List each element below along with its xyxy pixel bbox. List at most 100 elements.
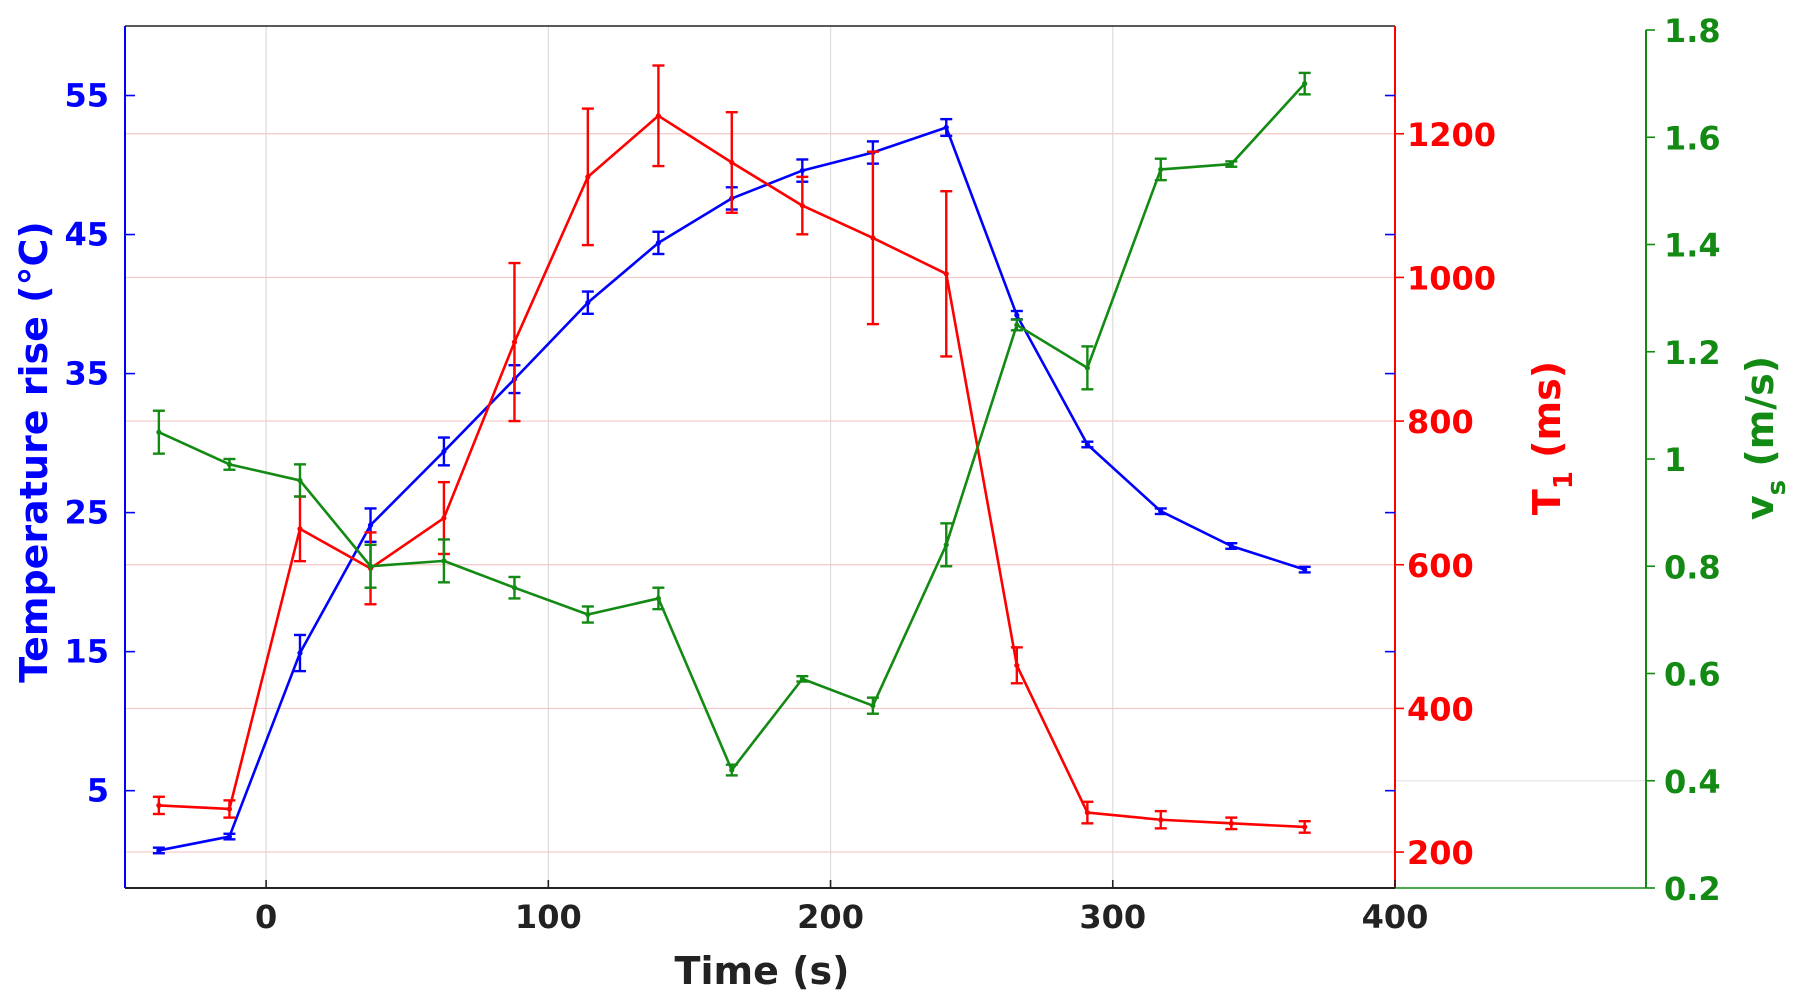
- y-left-tick-label: 55: [64, 77, 109, 115]
- marker: [1228, 161, 1234, 167]
- marker: [1228, 820, 1234, 826]
- data-point: [1298, 819, 1311, 834]
- y-left-tick-label: 45: [64, 216, 109, 254]
- marker: [156, 802, 162, 808]
- data-point: [1081, 440, 1094, 449]
- tick-labels: 0 100 200 300 400 5 15 25 35 45 55 200 400 600 800 1000…: [64, 12, 1720, 936]
- y-axis-right1-label-sub: 1: [1549, 471, 1579, 489]
- y-left-tick-label: 15: [64, 633, 109, 671]
- y-axis-right1-label-main: T: [1525, 489, 1569, 515]
- data-point: [1010, 318, 1023, 332]
- y-right1-tick-label: 600: [1407, 547, 1474, 585]
- y-right2-tick-label: 1: [1664, 441, 1686, 479]
- x-tick-label: 300: [1079, 898, 1146, 936]
- marker: [1014, 322, 1020, 328]
- y-right1-tick-label: 400: [1407, 690, 1474, 728]
- y-axis-right1-label-rest: (ms): [1525, 361, 1569, 471]
- marker: [226, 806, 233, 812]
- marker: [585, 611, 591, 618]
- marker: [297, 477, 303, 484]
- data-point: [940, 522, 953, 568]
- y-right2-tick-label: 0.6: [1664, 656, 1721, 694]
- marker: [297, 650, 303, 656]
- series-layer: [152, 64, 1311, 855]
- grid: [125, 26, 1646, 888]
- x-tick-label: 200: [797, 898, 864, 936]
- y-right1-tick-label: 1200: [1407, 116, 1496, 154]
- marker: [655, 595, 662, 602]
- marker: [1158, 817, 1164, 823]
- data-point: [796, 674, 809, 683]
- y-right2-tick-label: 1.4: [1664, 227, 1721, 265]
- axes-frame: [124, 25, 1655, 889]
- data-point: [152, 846, 165, 855]
- data-point: [940, 190, 953, 358]
- x-tick-label: 100: [515, 898, 582, 936]
- y-right2-tick-label: 1.8: [1664, 12, 1721, 50]
- data-point: [866, 696, 879, 715]
- data-point: [1010, 646, 1023, 685]
- y-right2-tick-label: 0.4: [1664, 763, 1721, 801]
- y-axis-right2-label-sub: s: [1762, 480, 1792, 495]
- y-right2-tick-label: 1.6: [1664, 119, 1721, 157]
- marker: [367, 522, 374, 528]
- marker: [1158, 166, 1164, 173]
- data-point: [1081, 800, 1094, 825]
- data-point: [581, 107, 594, 247]
- data-point: [293, 633, 306, 673]
- data-point: [1298, 565, 1311, 574]
- marker: [585, 300, 591, 306]
- data-point: [223, 799, 236, 819]
- marker: [1302, 81, 1308, 87]
- y-axis-right2-label: vs (m/s): [1738, 356, 1792, 520]
- data-point: [1298, 71, 1311, 96]
- marker: [511, 585, 518, 591]
- data-point: [652, 230, 665, 256]
- marker: [655, 240, 662, 246]
- data-point: [1225, 816, 1238, 831]
- marker: [156, 847, 162, 854]
- y-right1-tick-label: 200: [1407, 834, 1474, 872]
- marker: [226, 461, 233, 467]
- marker: [729, 159, 735, 166]
- y-right2-tick-label: 0.2: [1664, 870, 1721, 908]
- marker: [655, 113, 662, 119]
- y-left-tick-label: 35: [64, 355, 109, 393]
- y-right2-tick-label: 0.8: [1664, 548, 1721, 586]
- marker: [1084, 365, 1090, 371]
- marker: [1084, 809, 1090, 816]
- x-axis-label: Time (s): [675, 949, 850, 993]
- data-point: [1154, 809, 1167, 830]
- data-point: [437, 538, 450, 584]
- data-point: [1225, 542, 1238, 550]
- data-point: [508, 261, 521, 423]
- marker: [1014, 662, 1020, 668]
- y-right2-tick-label: 1.2: [1664, 334, 1721, 372]
- marker: [1014, 312, 1020, 318]
- marker: [441, 558, 447, 564]
- data-point: [581, 605, 594, 624]
- marker: [943, 271, 949, 277]
- y-left-tick-label: 5: [87, 772, 109, 810]
- data-point: [364, 543, 377, 589]
- marker: [1302, 824, 1308, 830]
- y-axis-right2-label-rest: (m/s): [1738, 356, 1782, 480]
- marker: [943, 124, 949, 131]
- data-point: [293, 463, 306, 498]
- marker: [367, 563, 374, 569]
- data-point: [152, 795, 165, 816]
- marker: [799, 676, 805, 682]
- marker: [729, 767, 735, 773]
- marker: [1302, 567, 1308, 573]
- marker: [226, 833, 233, 840]
- marker: [511, 339, 518, 345]
- data-point: [1154, 507, 1167, 516]
- x-tick-label: 0: [255, 898, 277, 936]
- marker: [799, 202, 805, 209]
- marker: [1158, 508, 1164, 514]
- marker: [870, 235, 876, 241]
- marker: [943, 542, 949, 548]
- data-point: [725, 763, 738, 777]
- data-point: [866, 150, 879, 326]
- data-point: [1225, 160, 1238, 168]
